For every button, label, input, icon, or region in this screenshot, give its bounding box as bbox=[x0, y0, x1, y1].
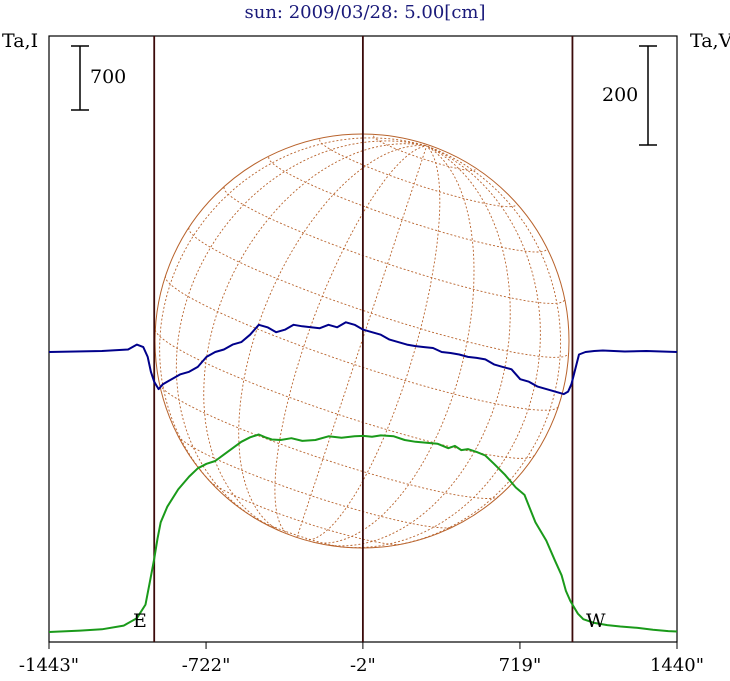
meridian-line bbox=[274, 145, 427, 535]
parallel-line bbox=[253, 516, 345, 548]
parallel-line bbox=[223, 187, 565, 304]
x-tick-label: -2" bbox=[349, 655, 376, 676]
east-label: E bbox=[133, 610, 147, 632]
x-tick-label: -1443" bbox=[18, 655, 80, 676]
right-axis-label: Ta,V bbox=[690, 30, 730, 52]
meridian-line bbox=[203, 143, 427, 527]
west-label: W bbox=[586, 610, 606, 632]
meridian-line bbox=[389, 145, 562, 547]
x-tick-label: 719" bbox=[498, 655, 542, 676]
parallel-line bbox=[188, 227, 569, 358]
parallel-line bbox=[373, 135, 476, 171]
meridian-line bbox=[175, 140, 427, 519]
x-tick-label: -722" bbox=[181, 655, 231, 676]
parallel-line bbox=[177, 435, 453, 529]
parallel-line bbox=[154, 329, 535, 459]
x-axis-ticks bbox=[48, 642, 678, 649]
parallel-line bbox=[319, 139, 517, 208]
meridian-line bbox=[342, 145, 541, 549]
meridian-line bbox=[312, 145, 475, 544]
right-scale-label: 200 bbox=[602, 84, 639, 106]
x-tick-label: 1440" bbox=[649, 655, 705, 676]
left-scale-label: 700 bbox=[90, 66, 127, 88]
parallel-line bbox=[159, 384, 499, 499]
left-scale-bar bbox=[71, 45, 89, 111]
parallel-line bbox=[209, 481, 400, 546]
left-axis-label: Ta,I bbox=[2, 30, 39, 52]
meridian-line bbox=[304, 145, 441, 541]
meridian-line bbox=[296, 145, 428, 538]
parallel-line bbox=[268, 156, 548, 253]
right-scale-bar bbox=[639, 45, 657, 146]
series-line-ta-v bbox=[48, 321, 678, 396]
meridian-line bbox=[159, 137, 427, 490]
series-line-ta-i bbox=[48, 433, 678, 633]
chart-title: sun: 2009/03/28: 5.00[cm] bbox=[244, 2, 486, 23]
series-group bbox=[48, 321, 678, 633]
meridian-line bbox=[238, 145, 427, 533]
limb-markers bbox=[153, 36, 574, 642]
